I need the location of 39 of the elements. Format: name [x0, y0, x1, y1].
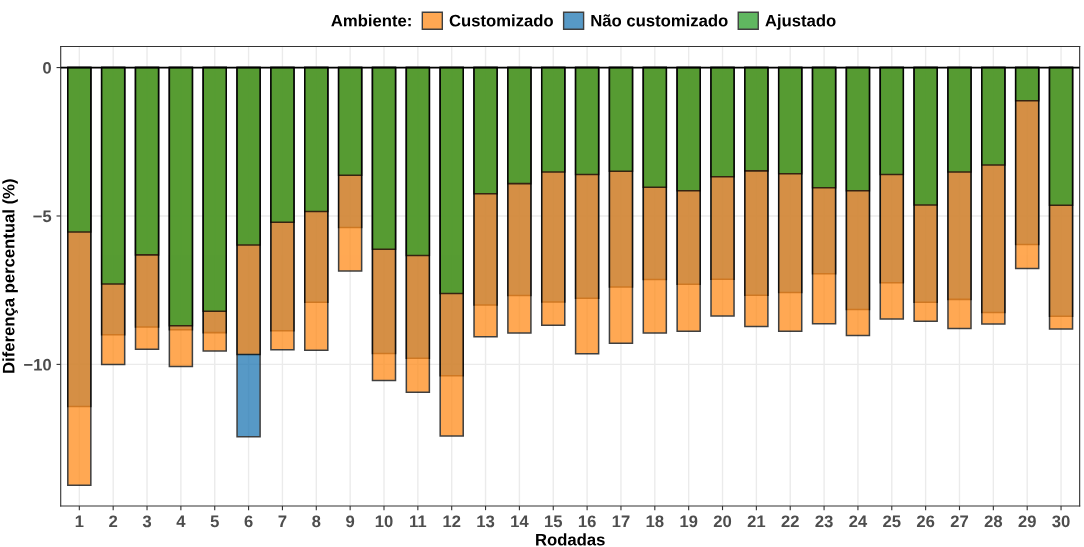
x-tick-label: 4 — [176, 515, 186, 528]
x-tick-label: 1 — [75, 515, 84, 528]
legend-title: Ambiente: — [331, 14, 411, 27]
x-tick-label: 5 — [210, 515, 219, 528]
x-tick-label: 12 — [443, 515, 461, 528]
x-tick-label: 25 — [883, 515, 901, 528]
y-axis-title: Diferença percentual (%) — [2, 179, 18, 373]
x-tick-label: 22 — [781, 515, 799, 528]
x-tick-label: 3 — [142, 515, 152, 528]
x-axis-title: Rodadas — [536, 533, 605, 546]
x-tick-label: 7 — [278, 515, 287, 528]
legend-label: Ajustado — [765, 14, 836, 30]
y-tick-label: −10 — [24, 358, 51, 371]
x-tick-label: 10 — [375, 515, 393, 528]
x-tick-label: 6 — [244, 515, 253, 528]
x-tick-label: 15 — [545, 515, 563, 528]
x-tick-label: 13 — [477, 515, 495, 528]
x-tick-label: 20 — [713, 515, 732, 528]
y-tick-label: 0 — [43, 61, 51, 74]
x-tick-label: 18 — [646, 515, 664, 528]
x-tick-label: 28 — [984, 515, 1003, 528]
legend-label: Não customizado — [591, 14, 728, 27]
x-tick-label: 27 — [950, 515, 969, 528]
y-tick-label: −5 — [33, 210, 52, 223]
x-tick-label: 14 — [511, 515, 529, 528]
x-tick-label: 30 — [1052, 515, 1070, 528]
x-tick-label: 23 — [815, 515, 833, 528]
legend-label: Customizado — [449, 14, 553, 27]
x-tick-label: 17 — [612, 515, 630, 528]
x-tick-label: 19 — [680, 515, 698, 528]
x-tick-label: 26 — [916, 515, 935, 528]
x-tick-label: 16 — [578, 515, 596, 528]
x-tick-label: 8 — [312, 515, 321, 528]
x-tick-label: 2 — [109, 515, 118, 528]
x-tick-label: 9 — [346, 515, 355, 528]
x-tick-label: 29 — [1018, 515, 1036, 528]
x-tick-label: 24 — [849, 515, 868, 528]
x-tick-label: 21 — [747, 515, 766, 528]
x-tick-label: 11 — [410, 515, 427, 528]
